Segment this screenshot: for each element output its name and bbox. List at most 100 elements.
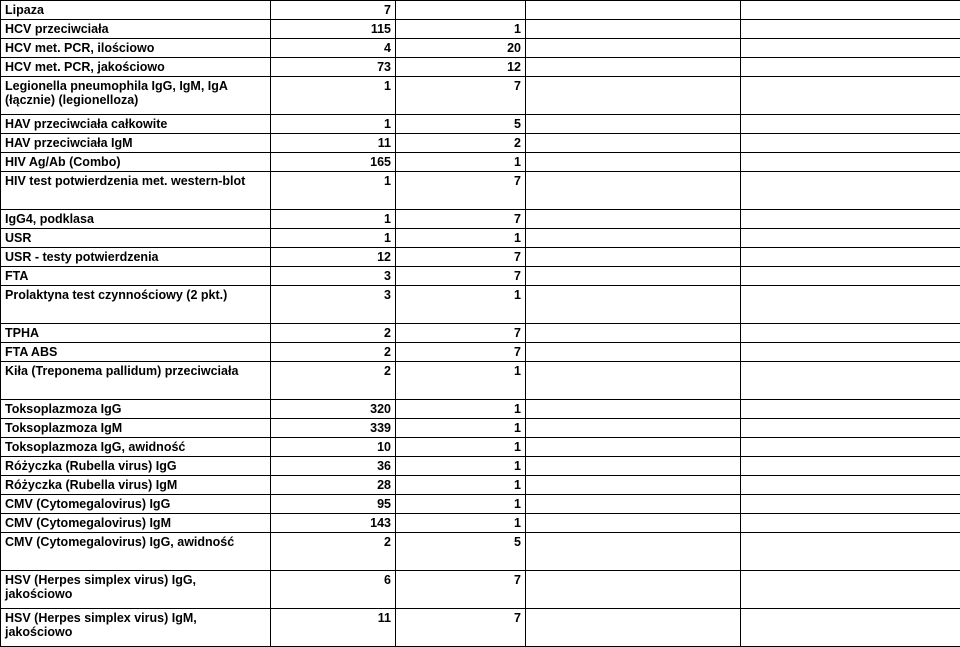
cell-label: Toksoplazmoza IgG, awidność — [1, 438, 271, 457]
cell-empty-1 — [526, 457, 741, 476]
cell-label: Kiła (Treponema pallidum) przeciwciała — [1, 362, 271, 400]
cell-empty-2 — [741, 419, 960, 438]
cell-value-2: 7 — [396, 172, 526, 210]
cell-value-2: 2 — [396, 134, 526, 153]
cell-value-2: 1 — [396, 286, 526, 324]
cell-value-2: 1 — [396, 229, 526, 248]
cell-empty-1 — [526, 248, 741, 267]
table-row: CMV (Cytomegalovirus) IgG, awidność25 — [1, 533, 960, 571]
cell-empty-2 — [741, 115, 960, 134]
table-row: Prolaktyna test czynnościowy (2 pkt.)31 — [1, 286, 960, 324]
cell-empty-2 — [741, 77, 960, 115]
cell-value-1: 2 — [271, 362, 396, 400]
cell-empty-2 — [741, 210, 960, 229]
cell-value-2: 1 — [396, 438, 526, 457]
cell-value-2: 7 — [396, 77, 526, 115]
cell-value-2: 5 — [396, 533, 526, 571]
cell-value-2: 7 — [396, 343, 526, 362]
cell-value-2: 7 — [396, 609, 526, 647]
cell-empty-1 — [526, 229, 741, 248]
cell-empty-1 — [526, 1, 741, 20]
cell-label: IgG4, podklasa — [1, 210, 271, 229]
cell-value-1: 7 — [271, 1, 396, 20]
cell-value-1: 6 — [271, 571, 396, 609]
cell-empty-2 — [741, 1, 960, 20]
cell-empty-1 — [526, 476, 741, 495]
cell-label: HSV (Herpes simplex virus) IgM, jakościo… — [1, 609, 271, 647]
cell-empty-2 — [741, 267, 960, 286]
cell-label: FTA ABS — [1, 343, 271, 362]
cell-value-2: 7 — [396, 248, 526, 267]
cell-label: CMV (Cytomegalovirus) IgG, awidność — [1, 533, 271, 571]
cell-value-1: 2 — [271, 343, 396, 362]
cell-value-1: 10 — [271, 438, 396, 457]
cell-value-1: 95 — [271, 495, 396, 514]
table-row: CMV (Cytomegalovirus) IgG951 — [1, 495, 960, 514]
table-row: Różyczka (Rubella virus) IgM281 — [1, 476, 960, 495]
cell-label: Prolaktyna test czynnościowy (2 pkt.) — [1, 286, 271, 324]
cell-empty-1 — [526, 58, 741, 77]
cell-empty-2 — [741, 286, 960, 324]
cell-value-1: 115 — [271, 20, 396, 39]
cell-empty-1 — [526, 20, 741, 39]
cell-empty-2 — [741, 134, 960, 153]
cell-empty-1 — [526, 400, 741, 419]
table-row: FTA ABS27 — [1, 343, 960, 362]
cell-empty-1 — [526, 172, 741, 210]
table-row: HIV test potwierdzenia met. western-blot… — [1, 172, 960, 210]
cell-label: HSV (Herpes simplex virus) IgG, jakościo… — [1, 571, 271, 609]
cell-empty-1 — [526, 343, 741, 362]
cell-value-1: 4 — [271, 39, 396, 58]
cell-label: TPHA — [1, 324, 271, 343]
cell-label: CMV (Cytomegalovirus) IgG — [1, 495, 271, 514]
table-row: Lipaza7 — [1, 1, 960, 20]
cell-empty-1 — [526, 134, 741, 153]
table-row: Toksoplazmoza IgM3391 — [1, 419, 960, 438]
cell-value-1: 28 — [271, 476, 396, 495]
table-row: HSV (Herpes simplex virus) IgM, jakościo… — [1, 609, 960, 647]
table-row: HCV przeciwciała1151 — [1, 20, 960, 39]
cell-value-1: 1 — [271, 210, 396, 229]
table-row: HCV met. PCR, jakościowo7312 — [1, 58, 960, 77]
cell-empty-2 — [741, 514, 960, 533]
table-row: IgG4, podklasa17 — [1, 210, 960, 229]
table-body: Lipaza7HCV przeciwciała1151HCV met. PCR,… — [1, 1, 960, 647]
cell-value-1: 73 — [271, 58, 396, 77]
cell-empty-2 — [741, 343, 960, 362]
cell-label: Lipaza — [1, 1, 271, 20]
cell-empty-1 — [526, 115, 741, 134]
cell-value-2: 1 — [396, 476, 526, 495]
cell-empty-2 — [741, 533, 960, 571]
cell-empty-1 — [526, 153, 741, 172]
table-row: Toksoplazmoza IgG, awidność101 — [1, 438, 960, 457]
cell-empty-2 — [741, 324, 960, 343]
cell-label: USR — [1, 229, 271, 248]
cell-label: HAV przeciwciała całkowite — [1, 115, 271, 134]
cell-value-1: 2 — [271, 533, 396, 571]
data-table: Lipaza7HCV przeciwciała1151HCV met. PCR,… — [0, 0, 960, 647]
cell-value-2: 1 — [396, 20, 526, 39]
cell-label: HAV przeciwciała IgM — [1, 134, 271, 153]
table-row: HCV met. PCR, ilościowo420 — [1, 39, 960, 58]
cell-empty-2 — [741, 172, 960, 210]
table-row: TPHA27 — [1, 324, 960, 343]
cell-empty-2 — [741, 571, 960, 609]
table-row: FTA37 — [1, 267, 960, 286]
table-row: HSV (Herpes simplex virus) IgG, jakościo… — [1, 571, 960, 609]
cell-empty-2 — [741, 229, 960, 248]
cell-empty-2 — [741, 362, 960, 400]
cell-label: CMV (Cytomegalovirus) IgM — [1, 514, 271, 533]
cell-empty-2 — [741, 20, 960, 39]
cell-empty-2 — [741, 39, 960, 58]
cell-empty-1 — [526, 39, 741, 58]
cell-label: Różyczka (Rubella virus) IgG — [1, 457, 271, 476]
cell-empty-1 — [526, 362, 741, 400]
cell-label: HIV test potwierdzenia met. western-blot — [1, 172, 271, 210]
table-row: HIV Ag/Ab (Combo)1651 — [1, 153, 960, 172]
cell-empty-1 — [526, 533, 741, 571]
cell-value-2: 1 — [396, 457, 526, 476]
cell-value-1: 11 — [271, 609, 396, 647]
cell-value-1: 11 — [271, 134, 396, 153]
cell-value-1: 1 — [271, 77, 396, 115]
cell-value-1: 1 — [271, 172, 396, 210]
